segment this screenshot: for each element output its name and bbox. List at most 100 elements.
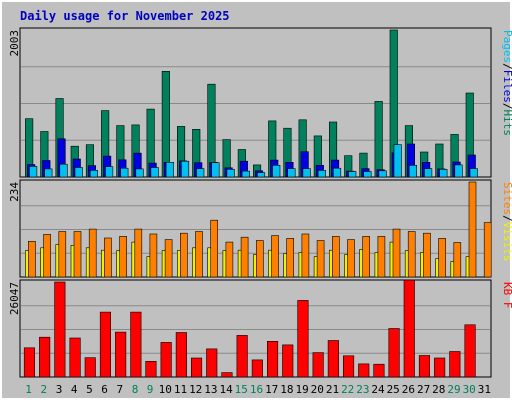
bar-pages-day-22 bbox=[348, 171, 357, 178]
bar-sites-day-15 bbox=[240, 236, 249, 278]
y-max-label: 234 bbox=[8, 182, 21, 202]
bar-pages-day-24 bbox=[378, 170, 387, 178]
bar-sites-day-18 bbox=[286, 238, 295, 278]
bar-pages-day-3 bbox=[59, 163, 68, 178]
x-tick-label-day-21: 21 bbox=[326, 383, 339, 396]
bar-sites-day-20 bbox=[316, 240, 325, 278]
bar-kbytes-day-9 bbox=[145, 360, 157, 378]
bar-sites-day-14 bbox=[225, 241, 234, 278]
legend-entry: / bbox=[501, 63, 512, 70]
x-tick-label-day-9: 9 bbox=[147, 383, 154, 396]
bar-pages-day-4 bbox=[74, 167, 83, 178]
chart-title: Daily usage for November 2025 bbox=[20, 9, 230, 23]
legend-entry: Sites bbox=[501, 182, 512, 215]
bar-kbytes-day-16 bbox=[251, 359, 263, 378]
bar-pages-day-14 bbox=[226, 169, 235, 178]
bar-kbytes-day-30 bbox=[464, 324, 476, 378]
x-tick-label-day-31: 31 bbox=[478, 383, 491, 396]
x-tick-label-day-12: 12 bbox=[189, 383, 202, 396]
x-tick-label-day-24: 24 bbox=[371, 383, 385, 396]
x-tick-label-day-1: 1 bbox=[25, 383, 32, 396]
y-max-label: 26047 bbox=[8, 282, 21, 315]
x-tick-label-day-30: 30 bbox=[463, 383, 476, 396]
bar-sites-day-21 bbox=[331, 236, 340, 278]
x-tick-label-day-2: 2 bbox=[40, 383, 47, 396]
x-tick-label-day-20: 20 bbox=[311, 383, 324, 396]
x-tick-label-day-18: 18 bbox=[280, 383, 293, 396]
bar-pages-day-1 bbox=[29, 166, 38, 178]
x-tick-label-day-7: 7 bbox=[116, 383, 123, 396]
bar-sites-day-3 bbox=[58, 231, 67, 278]
bar-kbytes-day-29 bbox=[449, 351, 461, 378]
x-tick-label-day-6: 6 bbox=[101, 383, 108, 396]
bar-pages-day-6 bbox=[105, 166, 114, 178]
bar-hits-day-10 bbox=[161, 71, 170, 178]
bar-pages-day-10 bbox=[165, 162, 174, 178]
y-max-label: 2003 bbox=[8, 30, 21, 57]
bar-pages-day-18 bbox=[287, 168, 296, 178]
bar-pages-day-12 bbox=[196, 168, 205, 178]
legend-kbytes: KB F bbox=[501, 282, 512, 309]
bar-kbytes-day-7 bbox=[115, 331, 127, 378]
legend-entry: / bbox=[501, 103, 512, 110]
bar-pages-day-17 bbox=[272, 165, 281, 178]
x-tick-label-day-27: 27 bbox=[417, 383, 430, 396]
bar-sites-day-30 bbox=[468, 181, 477, 278]
x-tick-label-day-26: 26 bbox=[402, 383, 415, 396]
bar-sites-day-12 bbox=[195, 231, 203, 278]
bar-kbytes-day-19 bbox=[297, 300, 309, 378]
bar-sites-day-22 bbox=[347, 239, 355, 278]
bar-kbytes-day-23 bbox=[358, 363, 370, 378]
bar-sites-day-19 bbox=[301, 233, 310, 278]
x-axis-day-labels: 1 2 3 4 5 6 7 8 9 10 11 12 13 14 15 16 17 18 19 20 21 22 23 24 2… bbox=[25, 383, 491, 396]
bar-kbytes-day-6 bbox=[99, 311, 111, 378]
x-tick-label-day-28: 28 bbox=[432, 383, 445, 396]
chart-panels: 2003 Pages/Files/Hits 234 Sites/Visits 26047… bbox=[8, 27, 512, 378]
x-tick-label-day-25: 25 bbox=[387, 383, 400, 396]
x-tick-label-day-13: 13 bbox=[204, 383, 217, 396]
bar-pages-day-27 bbox=[424, 168, 433, 178]
bar-pages-day-7 bbox=[120, 167, 129, 178]
bar-sites-day-23 bbox=[362, 236, 371, 278]
bar-kbytes-day-26 bbox=[403, 279, 415, 378]
bar-kbytes-day-27 bbox=[418, 355, 431, 378]
bar-sites-day-26 bbox=[407, 231, 416, 278]
bar-sites-day-5 bbox=[88, 228, 97, 278]
bar-kbytes-day-5 bbox=[84, 357, 96, 378]
bar-kbytes-day-20 bbox=[312, 352, 324, 378]
bar-sites-day-16 bbox=[255, 240, 264, 278]
bar-kbytes-day-17 bbox=[266, 340, 279, 378]
legend-entry: Hits bbox=[501, 110, 512, 137]
bar-kbytes-day-10 bbox=[160, 342, 172, 378]
bar-kbytes-day-13 bbox=[206, 348, 218, 378]
x-tick-label-day-8: 8 bbox=[132, 383, 139, 396]
x-tick-label-day-16: 16 bbox=[250, 383, 263, 396]
bar-pages-day-30 bbox=[469, 168, 478, 178]
x-tick-label-day-3: 3 bbox=[56, 383, 63, 396]
bar-sites-day-6 bbox=[104, 237, 112, 278]
x-tick-label-day-11: 11 bbox=[174, 383, 187, 396]
bar-hits-day-24 bbox=[374, 101, 383, 178]
bar-kbytes-day-14 bbox=[221, 372, 233, 378]
bar-kbytes-day-2 bbox=[39, 336, 51, 378]
bar-kbytes-day-8 bbox=[130, 311, 142, 378]
x-tick-label-day-19: 19 bbox=[295, 383, 308, 396]
legend-entry: / bbox=[501, 215, 512, 222]
bar-pages-day-26 bbox=[408, 165, 418, 178]
bar-pages-day-15 bbox=[241, 170, 250, 178]
x-tick-label-day-23: 23 bbox=[356, 383, 369, 396]
legend-entry: KB F bbox=[501, 282, 512, 309]
bar-pages-day-13 bbox=[211, 162, 220, 178]
bar-pages-day-19 bbox=[302, 168, 311, 178]
bar-pages-day-9 bbox=[150, 167, 159, 178]
bar-sites-day-8 bbox=[134, 228, 143, 278]
bar-kbytes-day-4 bbox=[69, 337, 81, 378]
bar-sites-day-31 bbox=[483, 222, 492, 278]
legend-sites-visits: Sites/Visits bbox=[501, 182, 512, 262]
bar-kbytes-day-25 bbox=[388, 328, 400, 378]
x-tick-label-day-29: 29 bbox=[447, 383, 460, 396]
bar-pages-day-20 bbox=[317, 170, 326, 178]
legend-hits-files-pages: Pages/Files/Hits bbox=[501, 30, 512, 136]
bar-sites-day-25 bbox=[392, 228, 401, 278]
